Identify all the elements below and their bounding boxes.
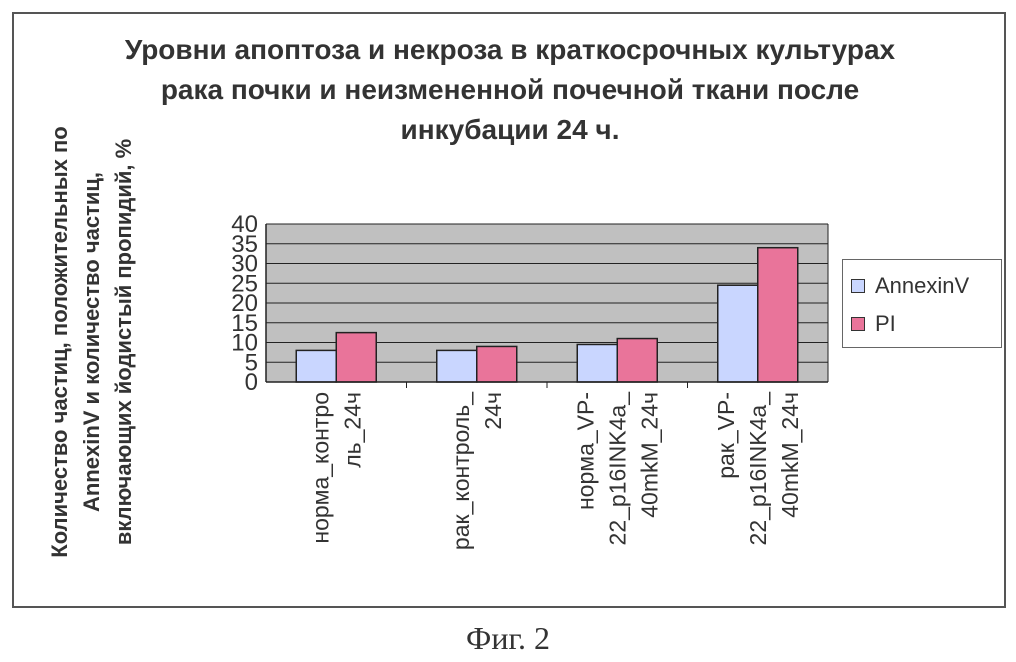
bar-annexinv-1: [296, 350, 336, 382]
x-tick-label: норма_контроль_24ч: [307, 392, 365, 544]
legend-label-pi: PI: [875, 311, 896, 337]
x-tick-label: рак_VP-22_p16INK4a_40mkM_24ч: [713, 391, 803, 546]
legend-item-annexinv: AnnexinV: [851, 274, 969, 298]
bar-annexinv-3: [577, 344, 617, 382]
figure-caption: Фиг. 2: [0, 620, 1016, 657]
bar-pi-3: [617, 339, 657, 382]
legend-swatch-annexinv: [851, 279, 865, 293]
bar-annexinv-2: [437, 350, 477, 382]
legend-label-annexinv: AnnexinV: [875, 273, 969, 299]
x-tick-label: рак_контроль_24ч: [448, 391, 506, 550]
bar-pi-2: [477, 346, 517, 382]
y-axis-label: Количество частиц, положительных по Anne…: [44, 122, 140, 562]
y-tick-label: 40: [231, 211, 258, 238]
x-tick-labels: норма_контроль_24ч рак_контроль_24ч норма_…: [307, 391, 803, 550]
x-tick-label: норма_VP-22_p16INK4a_40mkM_24ч: [572, 391, 662, 546]
y-tick-labels: 0510152025303540: [231, 211, 258, 396]
legend: AnnexinV PI: [842, 259, 1002, 348]
bar-pi-4: [758, 248, 798, 382]
bar-annexinv-4: [718, 285, 758, 382]
bar-pi-1: [336, 333, 376, 382]
legend-item-pi: PI: [851, 312, 896, 336]
legend-swatch-pi: [851, 317, 865, 331]
